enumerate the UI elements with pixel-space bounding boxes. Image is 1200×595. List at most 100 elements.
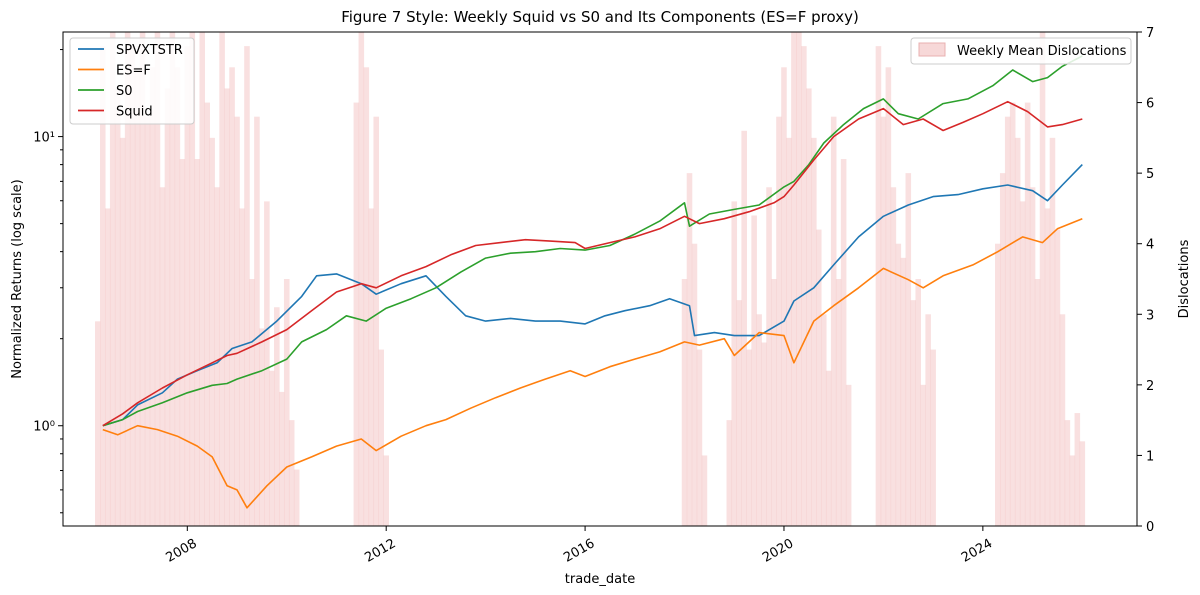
- dislocation-bar: [925, 314, 931, 526]
- dislocation-bar: [169, 32, 176, 526]
- dislocation-bar: [239, 208, 245, 526]
- dislocation-bar: [741, 130, 747, 527]
- x-axis-label: trade_date: [565, 572, 635, 587]
- dislocation-bar: [254, 116, 260, 526]
- legend-dislocations: Weekly Mean Dislocations: [910, 37, 1132, 65]
- y2-tick-label: 5: [1146, 167, 1154, 182]
- series-line-es-f: [102, 217, 1083, 509]
- dislocation-bar: [288, 420, 295, 526]
- dislocation-bar: [890, 187, 897, 526]
- dislocation-bar: [746, 349, 752, 526]
- dislocation-bar: [830, 116, 837, 526]
- dislocation-bar: [900, 257, 907, 526]
- dislocation-bar: [229, 67, 235, 527]
- legend-label: SPVXTSTR: [116, 43, 183, 58]
- chart-title: Figure 7 Style: Weekly Squid vs S0 and I…: [341, 8, 859, 26]
- dislocation-bar: [1044, 208, 1051, 526]
- dislocation-bar: [811, 137, 817, 526]
- dislocation-bar: [691, 243, 698, 526]
- legend-swatch: [918, 42, 946, 57]
- dislocation-bar: [994, 243, 1001, 526]
- x-tick-label: 2020: [760, 536, 796, 566]
- dislocation-bar: [109, 32, 116, 526]
- dislocation-bar: [373, 116, 380, 526]
- series-line-spvxtstr: [102, 164, 1083, 427]
- x-axis: 2008 2012 2016 2020 2024: [163, 526, 995, 566]
- legend-box: [910, 37, 1132, 65]
- dislocation-bar: [1059, 314, 1066, 526]
- dislocation-bar: [910, 300, 917, 526]
- dislocation-bar: [1019, 201, 1026, 526]
- dislocation-bar: [1029, 187, 1036, 526]
- y2-tick-label: 6: [1146, 97, 1154, 112]
- dislocation-bar: [781, 67, 787, 527]
- dislocation-bar: [199, 32, 206, 526]
- dislocation-bar: [845, 384, 852, 526]
- dislocation-bar: [358, 32, 365, 526]
- dislocation-bar: [701, 455, 708, 526]
- x-tick-label: 2008: [163, 536, 199, 566]
- y-axis-right: 0 1 2 3 4 5 6 7: [1137, 26, 1154, 535]
- dislocation-bar: [204, 102, 210, 527]
- dislocation-bar: [835, 279, 842, 526]
- dislocation-bar: [751, 215, 757, 526]
- dislocation-bar: [1049, 137, 1056, 526]
- dislocation-bar: [114, 88, 121, 526]
- dislocation-bar: [806, 88, 812, 526]
- dislocation-bar: [214, 187, 220, 526]
- dislocation-bar: [184, 46, 191, 526]
- dislocation-bar: [264, 201, 270, 526]
- dislocation-bar: [815, 229, 822, 526]
- dislocation-bar: [1054, 229, 1061, 526]
- dislocation-bar: [129, 46, 136, 526]
- dislocation-bar: [796, 32, 802, 526]
- dislocation-bar: [840, 159, 847, 526]
- legend-box: [69, 37, 195, 125]
- dislocation-bar: [219, 32, 225, 526]
- dislocation-bar: [756, 314, 762, 526]
- dislocation-bar: [95, 321, 101, 526]
- y2-tick-label: 0: [1146, 520, 1154, 535]
- dislocation-bar: [999, 173, 1006, 526]
- legend-label: ES=F: [116, 64, 151, 79]
- dislocation-bar: [293, 469, 300, 526]
- dislocation-bar: [761, 342, 767, 526]
- y-tick-label: 10¹: [33, 131, 55, 146]
- legend-series: SPVXTSTR ES=F S0 Squid: [69, 37, 195, 125]
- dislocation-bar: [766, 187, 772, 526]
- dislocation-bar: [875, 46, 882, 526]
- dislocation-bar: [696, 349, 703, 526]
- y-axis-label: Normalized Returns (log scale): [10, 179, 25, 379]
- dislocation-bar: [820, 314, 827, 526]
- dislocation-bar: [144, 116, 151, 526]
- dislocation-bar: [1064, 420, 1071, 526]
- dislocation-bar: [825, 370, 832, 526]
- dislocation-bar: [681, 279, 688, 526]
- dislocation-bar: [249, 279, 255, 526]
- dislocation-bar: [244, 46, 250, 526]
- dislocation-bar: [791, 32, 797, 526]
- dislocation-bar: [368, 208, 375, 526]
- y2-tick-label: 1: [1146, 449, 1154, 464]
- legend-label: Squid: [116, 105, 153, 120]
- dislocation-bar: [776, 116, 782, 526]
- dislocation-bar: [1079, 441, 1086, 526]
- dislocation-bar: [259, 328, 265, 526]
- dislocation-bar: [154, 32, 161, 526]
- dislocation-bar: [1069, 455, 1076, 526]
- dislocation-bar: [119, 137, 126, 526]
- dislocation-bar: [194, 159, 201, 526]
- y-tick-label: 10⁰: [33, 420, 55, 435]
- dislocation-bar: [895, 243, 902, 526]
- dislocation-bar: [686, 173, 693, 526]
- plot-frame: [62, 31, 1138, 527]
- dislocation-bar: [174, 67, 181, 527]
- dislocation-bar: [149, 67, 156, 527]
- y2-tick-label: 7: [1146, 26, 1154, 41]
- dislocation-bar: [189, 32, 196, 526]
- series-layer: [102, 55, 1083, 509]
- dislocation-bar: [905, 173, 912, 526]
- y-axis-left: 10⁰ 10¹: [33, 49, 63, 514]
- dislocation-bar: [378, 349, 385, 526]
